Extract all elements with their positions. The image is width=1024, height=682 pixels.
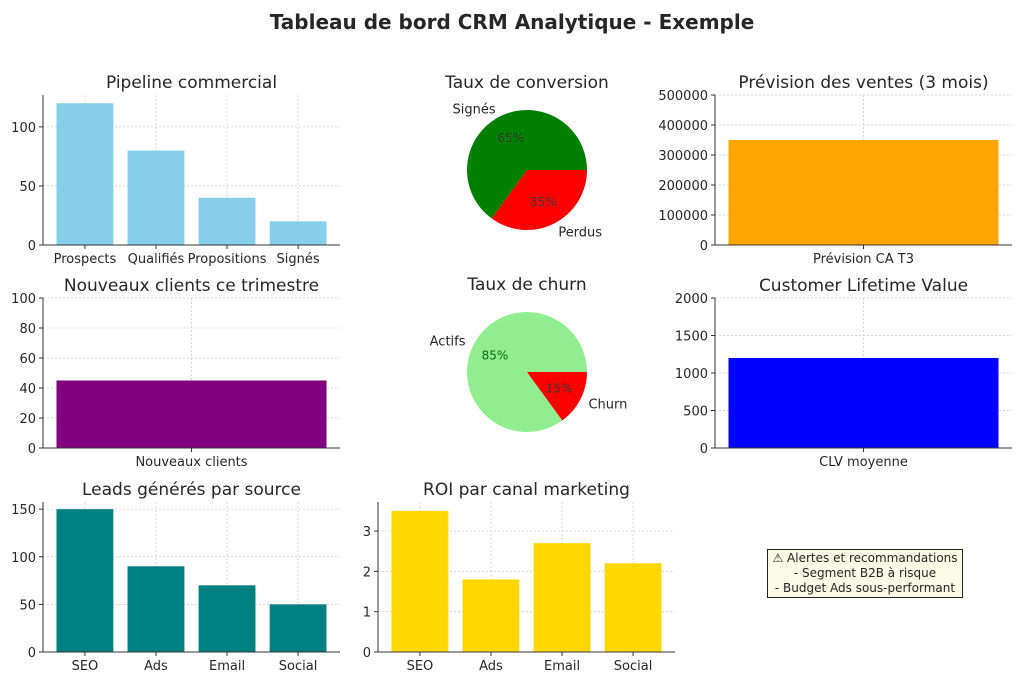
bar-Prospects [56, 103, 114, 245]
chart-title: ROI par canal marketing [423, 480, 630, 500]
y-tick-label: 0 [28, 239, 36, 254]
y-tick-label: 2000 [675, 292, 708, 307]
bar-SEO [56, 509, 114, 652]
x-tick-label: Nouveaux clients [135, 455, 247, 470]
pie-pct-label: 65% [497, 131, 524, 145]
y-tick-label: 500 [683, 405, 708, 420]
pie-pct-label: 35% [530, 195, 557, 209]
y-tick-label: 40 [19, 382, 36, 397]
x-tick-label: Email [209, 659, 245, 674]
x-tick-label: Ads [144, 659, 168, 674]
x-tick-label: Ads [479, 659, 503, 674]
y-tick-label: 500000 [658, 89, 708, 104]
y-tick-label: 100000 [658, 209, 708, 224]
y-tick-label: 150 [11, 503, 36, 518]
x-tick-label: SEO [407, 659, 434, 674]
chart-pipeline: Pipeline commercial 0 50 100 Prospects Qualif… [11, 73, 340, 267]
y-tick-label: 60 [19, 352, 36, 367]
y-tick-label: 0 [28, 442, 36, 457]
y-tick-label: 100 [11, 292, 36, 307]
bar-Social [269, 604, 327, 652]
bar-Nouveaux clients [56, 380, 327, 448]
x-tick-label: Email [544, 659, 580, 674]
dashboard-title: Tableau de bord CRM Analytique - Exemple [270, 10, 755, 34]
chart-forecast: Prévision des ventes (3 mois) 0 100000 2000… [658, 73, 1012, 267]
x-tick-label: Signés [277, 252, 320, 267]
x-tick-label: CLV moyenne [819, 455, 908, 470]
chart-title: Nouveaux clients ce trimestre [64, 276, 319, 296]
y-tick-label: 1000 [675, 367, 708, 382]
pie-label: Perdus [558, 225, 602, 240]
chart-title: Pipeline commercial [106, 73, 277, 93]
chart-title: Customer Lifetime Value [759, 276, 968, 296]
y-tick-label: 0 [363, 646, 371, 661]
pie-slice-Perdus [491, 170, 587, 231]
pie-label: Churn [588, 397, 627, 412]
alerts-box: ⚠ Alertes et recommandations - Segment B… [767, 549, 963, 598]
pie-slice-Signés [467, 110, 587, 219]
pie-label: Actifs [430, 335, 466, 350]
alerts-heading: ⚠ Alertes et recommandations [772, 551, 958, 565]
y-tick-label: 0 [700, 239, 708, 254]
chart-roi: ROI par canal marketing 0 1 2 3 SEO Ads Email So… [363, 480, 675, 674]
bar-SEO [391, 510, 449, 652]
y-tick-label: 20 [19, 412, 36, 427]
x-tick-label: Social [614, 659, 653, 674]
y-tick-label: 0 [700, 442, 708, 457]
y-tick-label: 50 [19, 180, 36, 195]
chart-title: Leads générés par source [82, 480, 301, 500]
bar-CLV moyenne [728, 358, 999, 448]
x-tick-label: Propositions [188, 252, 267, 267]
y-tick-label: 1500 [675, 330, 708, 345]
x-tick-label: SEO [72, 659, 99, 674]
chart-title: Taux de conversion [444, 73, 609, 93]
y-tick-label: 300000 [658, 149, 708, 164]
pie-pct-label: 15% [546, 381, 573, 395]
x-tick-label: Social [279, 659, 318, 674]
pie-pct-label: 85% [482, 349, 509, 363]
bar-Email [198, 585, 256, 652]
bar-Ads [127, 566, 185, 652]
bar-Email [533, 543, 591, 652]
bar-Social [604, 563, 662, 652]
pie-slice-Churn [527, 372, 587, 421]
chart-leads: Leads générés par source 0 50 100 150 SEO Ads E… [11, 480, 340, 674]
x-tick-label: Prévision CA T3 [813, 252, 914, 267]
chart-conversion: Taux de conversion 65%Signés 35% Perdus [444, 73, 609, 240]
chart-clv: Customer Lifetime Value 0 500 1000 1500 2000 C… [675, 276, 1012, 470]
chart-new_clients: Nouveaux clients ce trimestre 0 20 40 60 80 10… [11, 276, 340, 470]
y-tick-label: 1 [363, 606, 371, 621]
alert-item: - Budget Ads sous-performant [774, 581, 956, 595]
x-tick-label: Qualifiés [128, 252, 185, 267]
y-tick-label: 0 [28, 646, 36, 661]
bar-Signés [269, 221, 327, 245]
chart-churn: Taux de churn 85% Actifs 15% Churn [430, 275, 627, 432]
y-tick-label: 100 [11, 551, 36, 566]
y-tick-label: 200000 [658, 179, 708, 194]
alert-item: - Segment B2B à risque [793, 566, 937, 580]
y-tick-label: 50 [19, 598, 36, 613]
chart-title: Taux de churn [466, 275, 586, 295]
pie-label: Signés [453, 103, 496, 118]
y-tick-label: 2 [363, 565, 371, 580]
bar-Prévision CA T3 [728, 140, 999, 245]
y-tick-label: 400000 [658, 119, 708, 134]
bar-Propositions [198, 197, 256, 245]
x-tick-label: Prospects [54, 252, 117, 267]
bar-Qualifiés [127, 150, 185, 245]
y-tick-label: 80 [19, 322, 36, 337]
y-tick-label: 100 [11, 121, 36, 136]
y-tick-label: 3 [363, 525, 371, 540]
bar-Ads [462, 579, 520, 652]
chart-title: Prévision des ventes (3 mois) [738, 73, 988, 93]
